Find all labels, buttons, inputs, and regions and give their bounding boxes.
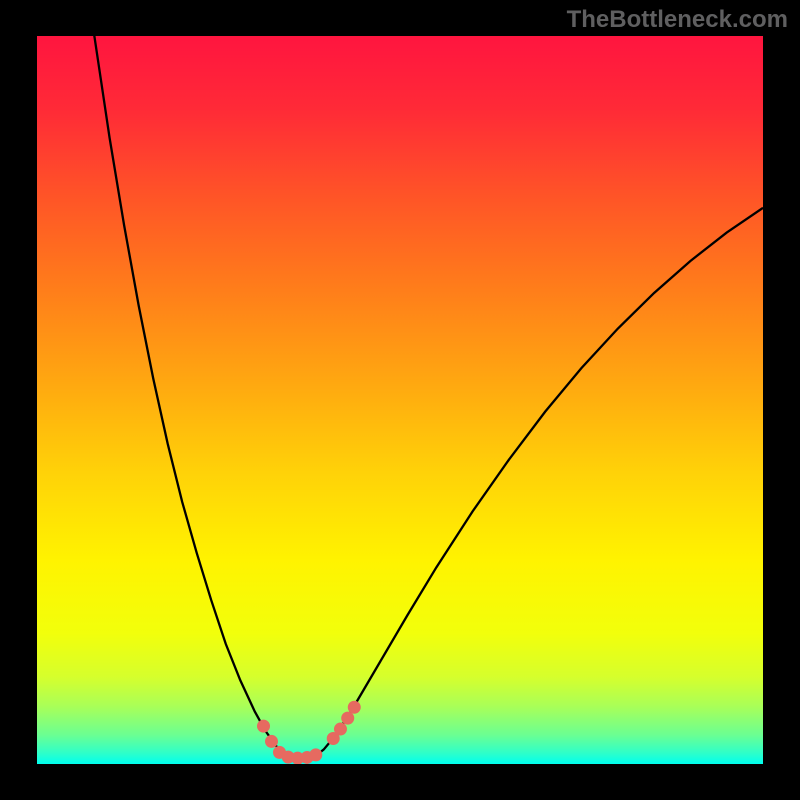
curve-layer [37, 36, 763, 764]
watermark-text: TheBottleneck.com [567, 6, 788, 34]
bottleneck-curve [88, 36, 763, 760]
marker-dot [341, 712, 354, 725]
plot-area [37, 36, 763, 764]
marker-dot [257, 720, 270, 733]
marker-dot [265, 735, 278, 748]
marker-dot [309, 748, 322, 761]
marker-dot [334, 723, 347, 736]
marker-group [257, 701, 361, 764]
marker-dot [348, 701, 361, 714]
